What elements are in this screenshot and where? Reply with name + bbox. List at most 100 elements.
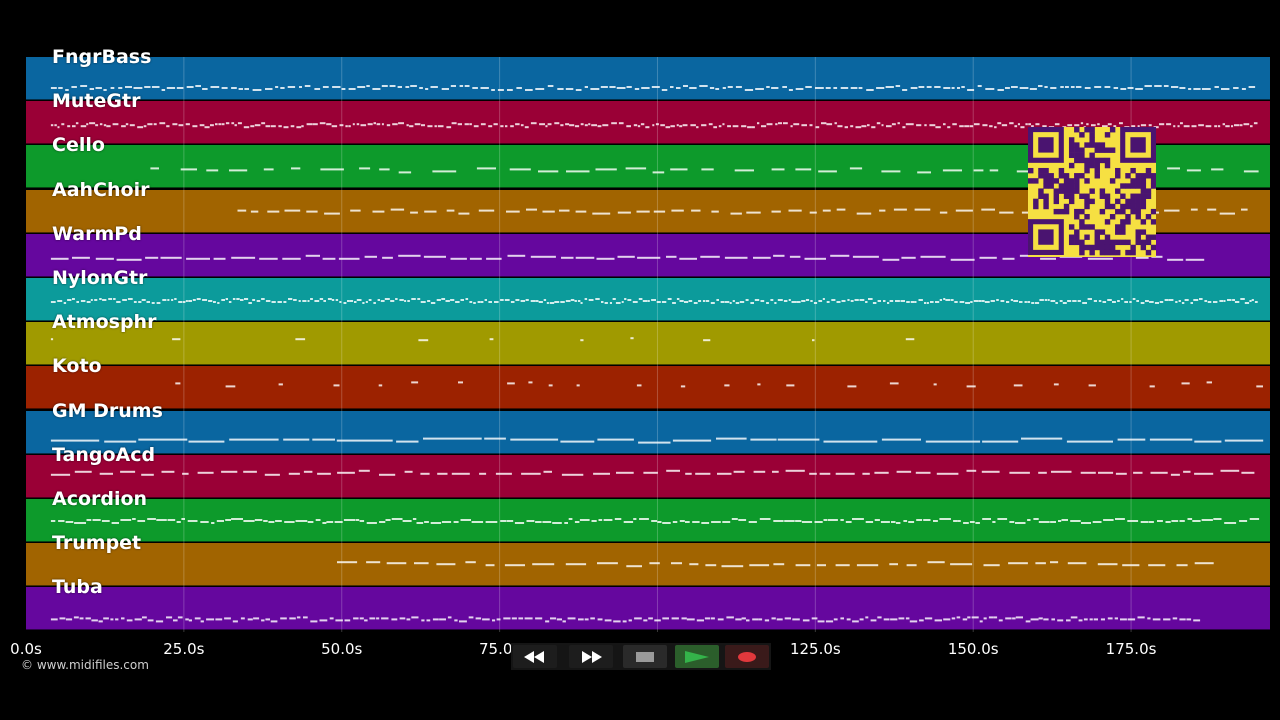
note-mark xyxy=(188,619,192,622)
note-mark xyxy=(511,617,517,620)
note-mark xyxy=(263,520,268,522)
note-mark xyxy=(641,87,650,89)
note-mark xyxy=(464,123,469,126)
qr-module xyxy=(1135,183,1141,189)
note-mark xyxy=(783,122,788,125)
note-mark xyxy=(137,126,144,129)
qr-module xyxy=(1120,229,1126,235)
note-mark xyxy=(868,298,873,300)
qr-module xyxy=(1135,239,1141,246)
note-mark xyxy=(1009,122,1014,125)
note-mark xyxy=(459,85,464,87)
note-mark xyxy=(822,298,825,300)
track-label: Atmosphr xyxy=(52,311,157,334)
note-mark xyxy=(332,86,341,88)
note-mark xyxy=(465,561,476,564)
qr-module xyxy=(1120,183,1126,189)
note-mark xyxy=(724,384,730,387)
note-mark xyxy=(1074,124,1080,127)
record-button[interactable] xyxy=(725,645,769,668)
note-mark xyxy=(1086,123,1089,126)
note-mark xyxy=(638,298,643,300)
note-mark xyxy=(240,299,244,301)
note-mark xyxy=(910,301,915,303)
note-mark xyxy=(854,299,859,301)
note-mark xyxy=(973,169,984,172)
note-mark xyxy=(775,123,778,126)
note-mark xyxy=(102,299,107,301)
note-mark xyxy=(952,123,957,126)
note-mark xyxy=(1214,86,1219,88)
note-mark xyxy=(1044,86,1048,88)
note-mark xyxy=(1008,562,1028,565)
note-mark xyxy=(655,123,659,126)
note-mark xyxy=(145,256,159,259)
record-icon xyxy=(738,651,756,662)
note-mark xyxy=(1058,520,1062,522)
qr-module xyxy=(1140,193,1147,199)
note-mark xyxy=(561,256,574,259)
note-mark xyxy=(975,522,980,524)
note-mark xyxy=(380,300,385,302)
note-mark xyxy=(831,299,836,301)
note-mark xyxy=(741,125,747,128)
note-mark xyxy=(252,89,262,91)
note-mark xyxy=(175,382,181,385)
note-mark xyxy=(427,125,433,128)
note-mark xyxy=(923,519,931,521)
note-mark xyxy=(287,86,296,88)
stop-button[interactable] xyxy=(623,645,667,668)
note-mark xyxy=(469,301,473,303)
note-mark xyxy=(1248,86,1256,88)
note-mark xyxy=(1009,471,1030,474)
note-mark xyxy=(672,439,712,442)
note-mark xyxy=(317,472,331,475)
note-mark xyxy=(1002,257,1015,260)
note-mark xyxy=(903,520,908,522)
note-mark xyxy=(542,210,555,213)
note-mark xyxy=(883,618,890,621)
note-mark xyxy=(359,520,365,522)
note-mark xyxy=(399,299,404,301)
stop-icon xyxy=(636,651,654,662)
note-mark xyxy=(232,620,238,623)
note-mark xyxy=(420,301,426,303)
note-mark xyxy=(950,258,975,261)
note-mark xyxy=(250,210,259,213)
note-mark xyxy=(628,619,632,622)
qr-module xyxy=(1099,208,1106,215)
note-mark xyxy=(720,301,725,303)
note-mark xyxy=(978,300,982,302)
play-button[interactable] xyxy=(675,645,719,668)
note-mark xyxy=(125,123,129,126)
note-mark xyxy=(425,88,429,90)
note-mark xyxy=(671,617,679,620)
note-mark xyxy=(840,87,849,89)
note-mark xyxy=(595,168,617,171)
note-mark xyxy=(889,382,899,385)
note-mark xyxy=(672,302,676,304)
note-mark xyxy=(981,300,985,302)
rewind-button[interactable] xyxy=(513,645,557,668)
note-mark xyxy=(103,124,107,127)
fast-forward-button[interactable] xyxy=(569,645,613,668)
qr-module xyxy=(1089,188,1095,194)
note-mark xyxy=(959,125,964,128)
note-mark xyxy=(845,521,852,523)
note-mark xyxy=(1009,521,1015,523)
note-mark xyxy=(1187,518,1193,520)
qr-module xyxy=(1084,193,1090,199)
note-mark xyxy=(1241,208,1248,211)
note-mark xyxy=(1159,301,1164,303)
note-mark xyxy=(933,383,937,386)
qr-module xyxy=(1063,178,1070,184)
qr-module xyxy=(1104,203,1111,210)
note-mark xyxy=(384,298,390,300)
note-mark xyxy=(159,122,166,125)
qr-module xyxy=(1140,219,1147,225)
qr-module xyxy=(1094,167,1100,174)
note-mark xyxy=(110,618,114,621)
qr-module xyxy=(1109,249,1116,256)
note-mark xyxy=(54,124,57,127)
note-mark xyxy=(417,298,421,300)
